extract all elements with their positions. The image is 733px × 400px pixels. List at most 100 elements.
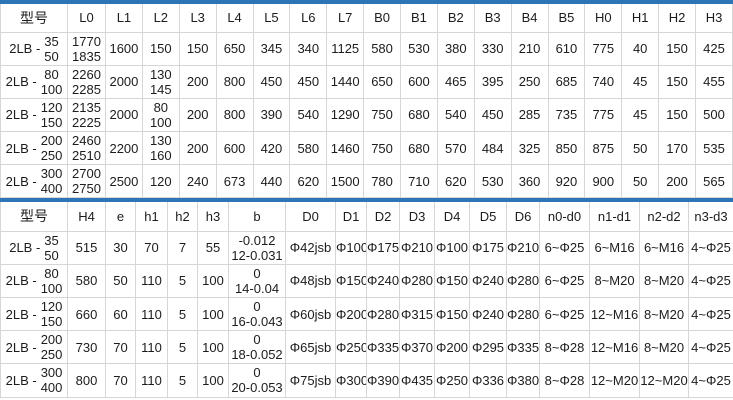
- cell-L4: 800: [215, 97, 254, 132]
- spec-table-dimensions: 型号 L0 L1 L2 L3 L4 L5 L6 L7 B0 B1 B2 B3 B4 B5 H0 H1 H2 H3 2L…: [0, 4, 733, 199]
- cell-h3: 55: [197, 230, 229, 265]
- cell-D5: Φ240: [469, 297, 507, 332]
- table-row: 2LB -300 400 2700 2750 2500 120 240 673 440 620…: [0, 164, 733, 199]
- cell-L7: 1460: [326, 130, 365, 166]
- cell-n1-d1: 12~M20: [589, 363, 640, 398]
- cell-B5: 850: [547, 130, 586, 166]
- cell-B4: 285: [510, 97, 549, 132]
- cell-L1: 2000: [105, 97, 143, 132]
- cell-h1: 110: [135, 330, 168, 365]
- col-header-L2: L2: [141, 4, 180, 33]
- cell-n0-d0: 6~Φ25: [539, 297, 590, 332]
- col-header-H4: H4: [67, 202, 106, 232]
- model-prefix: 2LB -: [5, 273, 37, 289]
- cell-B4: 210: [510, 31, 549, 66]
- cell-n2-d2: 8~M20: [639, 330, 689, 365]
- cell-n0-d0: 8~Φ28: [539, 363, 590, 398]
- cell-D6: Φ335: [506, 330, 540, 365]
- col-header-L0: L0: [67, 4, 106, 33]
- cell-D0: Φ48jsb: [285, 263, 336, 299]
- cell-B0: 750: [363, 130, 401, 166]
- cell-H4: 580: [67, 263, 106, 299]
- cell-H2: 150: [658, 64, 696, 99]
- cell-D0: Φ75jsb: [285, 363, 336, 398]
- cell-L4: 800: [215, 64, 254, 99]
- cell-H4: 515: [67, 230, 106, 265]
- cell-H3: 425: [695, 31, 733, 66]
- col-header-D3: D3: [399, 202, 435, 232]
- col-header-D2: D2: [366, 202, 400, 232]
- cell-H1: 50: [621, 164, 660, 199]
- model-range: 300 400: [40, 166, 63, 197]
- cell-n1-d1: 6~M16: [589, 230, 640, 265]
- cell-D1: Φ200: [335, 297, 367, 332]
- col-header-n0-d0: n0-d0: [539, 202, 590, 232]
- table-row: 2LB -120 150 2135 2225 2000 80 100 200 800 390…: [0, 97, 733, 132]
- cell-L3: 200: [178, 130, 217, 166]
- cell-h2: 5: [167, 363, 198, 398]
- cell-n2-d2: 8~M20: [639, 297, 689, 332]
- table-row: 2LB -200 250 2460 2510 2200 130 160 200 600 42…: [0, 130, 733, 166]
- cell-H4: 730: [67, 330, 106, 365]
- cell-L0: 2700 2750: [67, 164, 106, 199]
- cell-B3: 395: [473, 64, 512, 99]
- col-header-n3-d3: n3-d3: [688, 202, 733, 232]
- model-prefix: 2LB -: [9, 240, 41, 256]
- cell-e: 70: [105, 330, 136, 365]
- cell-H1: 50: [621, 130, 660, 166]
- model-prefix: 2LB -: [5, 339, 37, 355]
- cell-n3-d3: 4~Φ25: [688, 330, 733, 365]
- cell-H0: 775: [584, 31, 623, 66]
- model-prefix: 2LB -: [5, 372, 37, 388]
- col-header-e: e: [105, 202, 136, 232]
- accent-bar-bottom: [0, 198, 733, 203]
- col-header-L3: L3: [178, 4, 217, 33]
- cell-model: 2LB -35 50: [0, 31, 68, 66]
- cell-L3: 200: [178, 64, 217, 99]
- cell-model: 2LB -120 150: [0, 297, 68, 332]
- cell-H2: 150: [658, 31, 696, 66]
- cell-n3-d3: 4~Φ25: [688, 363, 733, 398]
- col-header-b: b: [228, 202, 286, 232]
- cell-B2: 570: [436, 130, 475, 166]
- cell-B5: 735: [547, 97, 586, 132]
- cell-L2: 150: [141, 31, 180, 66]
- cell-L5: 420: [252, 130, 291, 166]
- col-header-D0: D0: [285, 202, 336, 232]
- cell-L3: 150: [178, 31, 217, 66]
- cell-L2: 80 100: [141, 97, 180, 132]
- cell-n0-d0: 6~Φ25: [539, 263, 590, 299]
- cell-L0: 2135 2225: [67, 97, 106, 132]
- cell-D0: Φ60jsb: [285, 297, 336, 332]
- cell-L6: 620: [289, 164, 328, 199]
- model-range: 80 100: [40, 66, 63, 97]
- cell-B1: 680: [400, 130, 438, 166]
- header-row: 型号 L0 L1 L2 L3 L4 L5 L6 L7 B0 B1 B2 B3 B4 B5 H0 H1 H2 H3: [0, 4, 733, 33]
- cell-D2: Φ280: [366, 297, 400, 332]
- cell-B3: 330: [473, 31, 512, 66]
- cell-h3: 100: [197, 330, 229, 365]
- col-header-L4: L4: [215, 4, 254, 33]
- cell-L6: 450: [289, 64, 328, 99]
- cell-D0: Φ42jsb: [285, 230, 336, 265]
- cell-H1: 45: [621, 64, 660, 99]
- cell-e: 50: [105, 263, 136, 299]
- cell-h3: 100: [197, 363, 229, 398]
- table-row: 2LB -35 50 515 30 70 7 55 -0.012 12-0.031 Φ42js…: [0, 230, 733, 265]
- header-row: 型号 H4 e h1 h2 h3 b D0 D1 D2 D3 D4 D5 D6 n0-d0 n1-d1 n2-d…: [0, 202, 733, 232]
- cell-h2: 5: [167, 263, 198, 299]
- cell-L0: 1770 1835: [67, 31, 106, 66]
- cell-D2: Φ335: [366, 330, 400, 365]
- cell-H3: 565: [695, 164, 733, 199]
- cell-B0: 780: [363, 164, 401, 199]
- cell-B1: 530: [400, 31, 438, 66]
- cell-B4: 325: [510, 130, 549, 166]
- cell-b: 0 20-0.053: [228, 363, 286, 398]
- cell-b: -0.012 12-0.031: [228, 230, 286, 265]
- col-header-B3: B3: [473, 4, 512, 33]
- model-prefix: 2LB -: [5, 306, 37, 322]
- cell-L2: 130 160: [141, 130, 180, 166]
- cell-model: 2LB -300 400: [0, 164, 68, 199]
- cell-D3: Φ435: [399, 363, 435, 398]
- col-header-B5: B5: [547, 4, 586, 33]
